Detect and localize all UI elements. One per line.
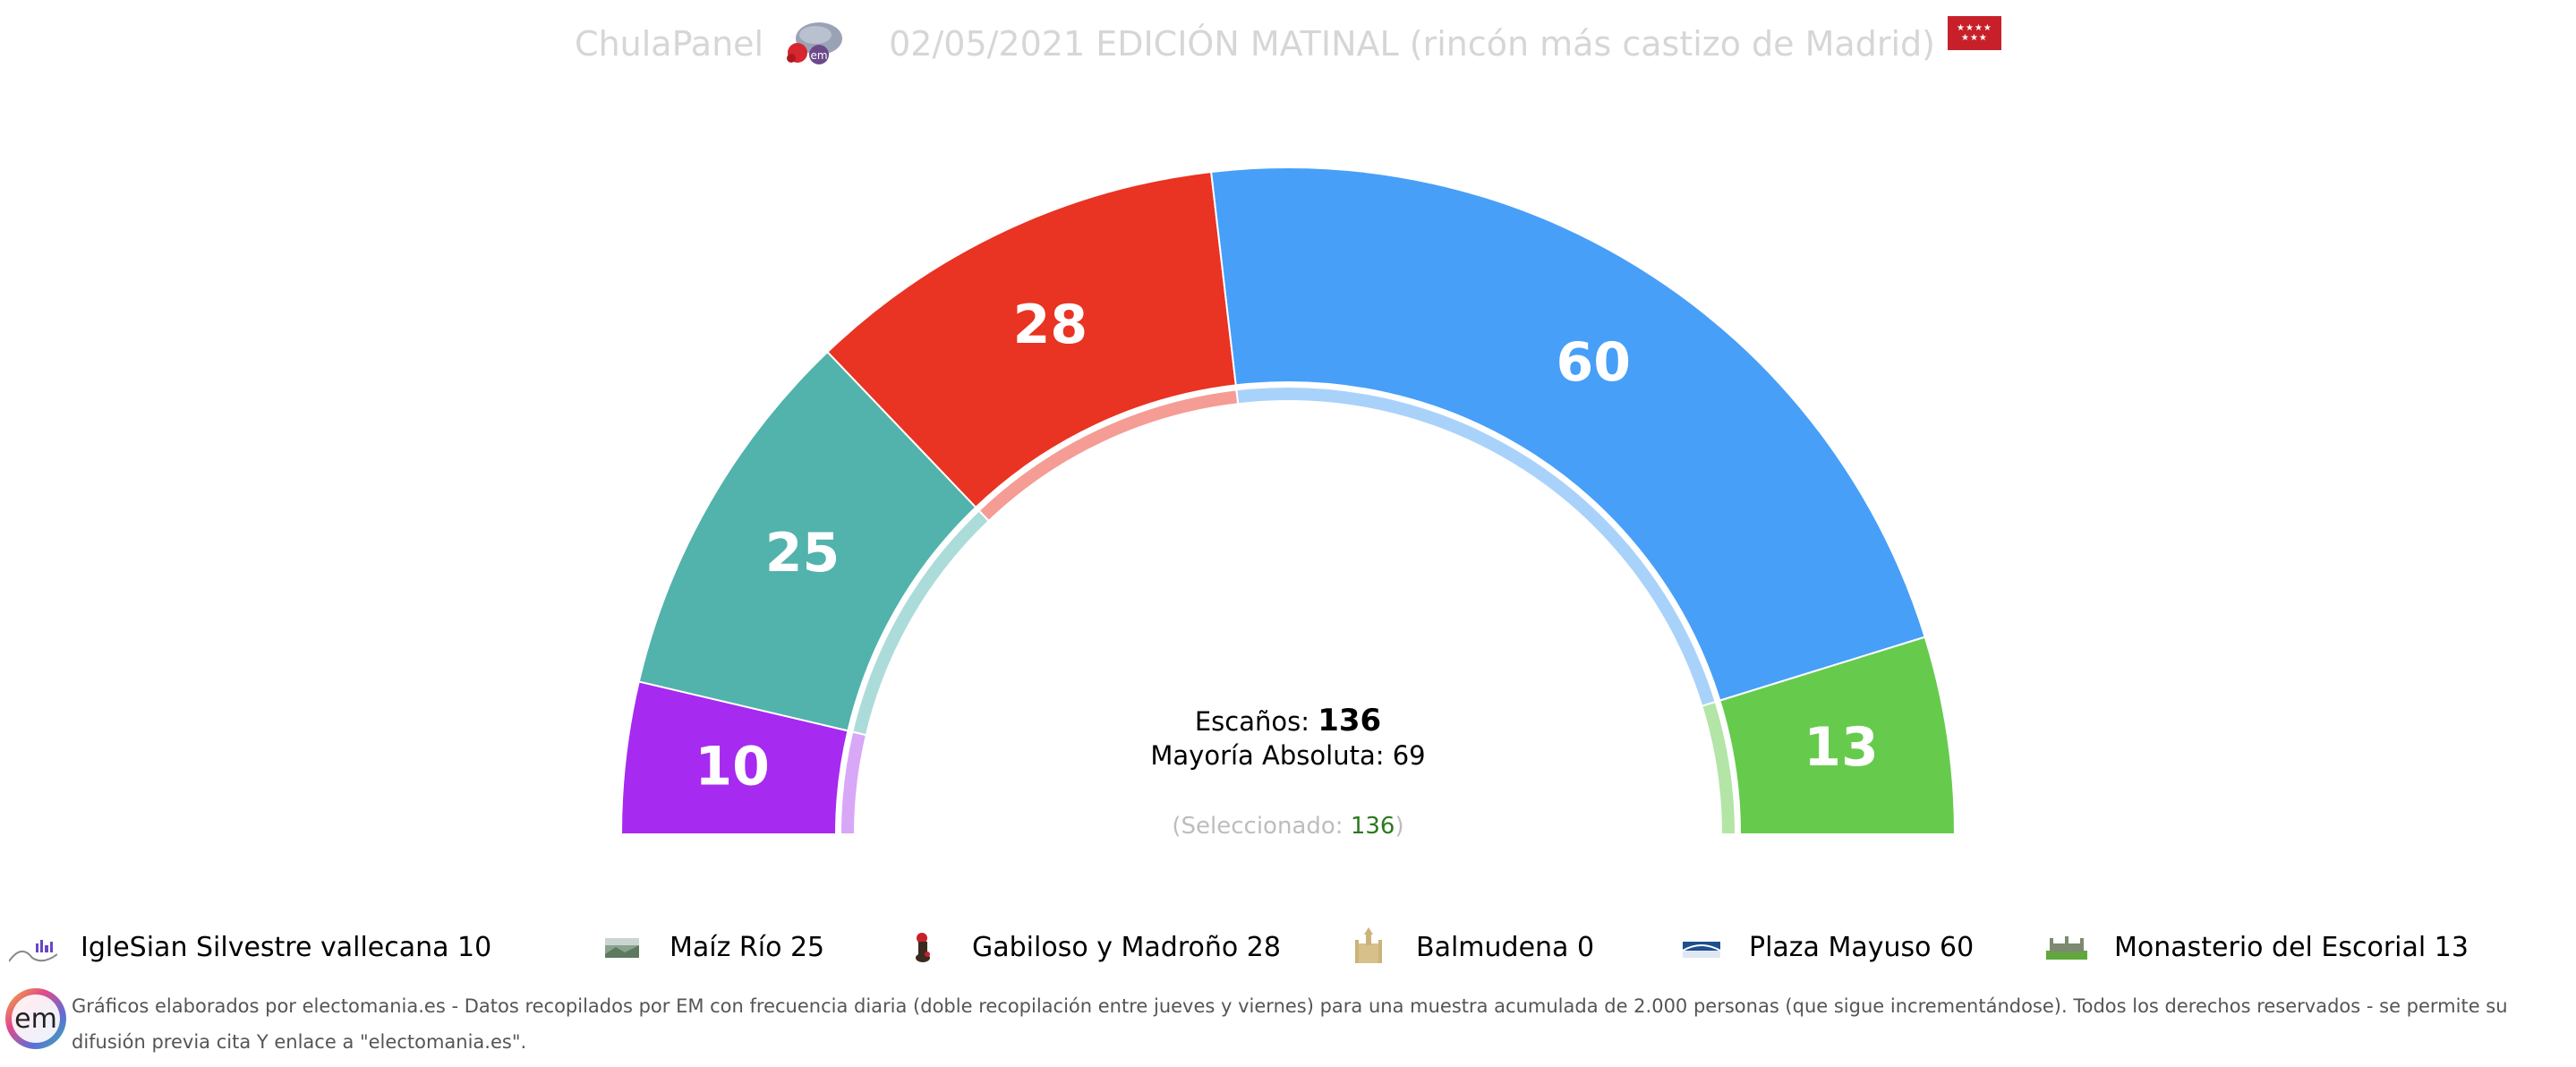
legend-label: Plaza Mayuso 60 [1749, 931, 1975, 963]
legend-label: IgleSian Silvestre vallecana 10 [81, 931, 492, 963]
seat-arcs [619, 166, 1957, 835]
legend-item[interactable]: Gabiloso y Madroño 28 [900, 922, 1281, 972]
seat-count-label: 13 [1804, 716, 1879, 779]
seat-arc[interactable] [1719, 636, 1957, 835]
footer: em Gráficos elaborados por electomania.e… [0, 985, 2576, 1067]
brain-em-logo-icon: em [783, 15, 846, 73]
legend-label: Balmudena 0 [1416, 931, 1595, 963]
brand-name: ChulaPanel [575, 24, 764, 64]
seat-labels: 10 25 28 60 13 [695, 294, 1878, 798]
inner-ring-arc [1701, 700, 1737, 835]
seat-arc[interactable] [1210, 166, 1926, 702]
legend-label: Gabiloso y Madroño 28 [972, 931, 1281, 963]
legend-label: Monasterio del Escorial 13 [2114, 931, 2469, 963]
seats-value: 136 [1318, 703, 1382, 738]
legend-item[interactable]: Maíz Río 25 [598, 922, 824, 972]
vallecas-skyline-icon [8, 927, 58, 967]
legend-item[interactable]: Monasterio del Escorial 13 [2043, 922, 2469, 972]
svg-text:em: em [14, 1003, 57, 1035]
legend: IgleSian Silvestre vallecana 10 Maíz Río… [0, 922, 2576, 972]
parliament-chart: 10 25 28 60 13 [619, 166, 1957, 835]
cathedral-icon [1344, 927, 1393, 967]
inner-ring [839, 386, 1737, 835]
selected-close: ) [1395, 813, 1404, 840]
footer-disclaimer: Gráficos elaborados por electomania.es -… [72, 995, 2508, 1053]
seat-count-label: 60 [1556, 331, 1631, 394]
seat-count-label: 10 [695, 736, 770, 798]
selected-open: (Seleccionado: [1172, 813, 1351, 840]
chart-center-info: Escaños: 136 Mayoría Absoluta: 69 [1064, 704, 1512, 773]
legend-item[interactable]: IgleSian Silvestre vallecana 10 [8, 922, 492, 972]
legend-item[interactable]: Balmudena 0 [1344, 922, 1594, 972]
legend-label: Maíz Río 25 [670, 931, 825, 963]
seats-total-row: Escaños: 136 [1064, 704, 1512, 738]
bear-strawberry-tree-icon [900, 927, 949, 967]
plaza-mayor-icon [1677, 927, 1726, 967]
landscape-photo-icon [598, 927, 646, 967]
selected-value: 136 [1350, 813, 1395, 840]
seats-label: Escaños: [1194, 706, 1309, 737]
monastery-icon [2043, 927, 2091, 967]
selected-seats: (Seleccionado: 136) [1064, 813, 1512, 840]
em-logo-icon: em [4, 986, 68, 1051]
chart-title: 02/05/2021 EDICIÓN MATINAL (rincón más c… [889, 24, 1935, 64]
seat-count-label: 25 [765, 522, 840, 585]
chart-header: ChulaPanel em 02/05/2021 EDICIÓN MATINAL… [0, 13, 2576, 75]
svg-text:em: em [811, 49, 828, 62]
majority-row: Mayoría Absoluta: 69 [1150, 740, 1426, 771]
legend-item[interactable]: Plaza Mayuso 60 [1677, 922, 1974, 972]
madrid-flag-icon: ★★★★ ★★★ [1947, 16, 2001, 50]
seat-count-label: 28 [1013, 294, 1088, 356]
